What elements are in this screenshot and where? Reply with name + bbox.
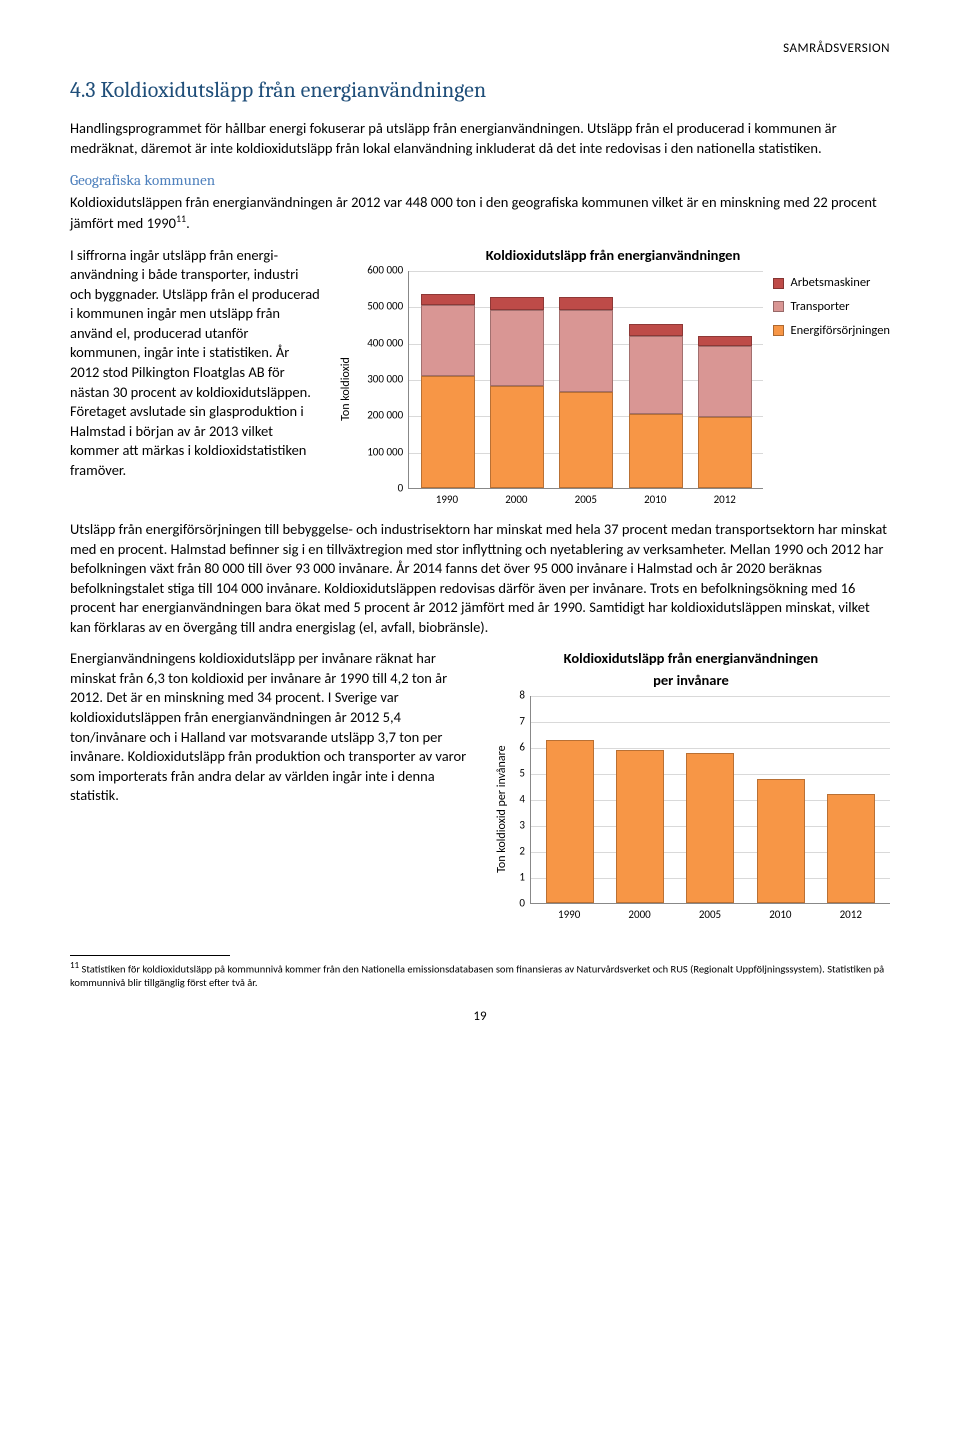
chart2-ytick: 0 <box>519 897 531 912</box>
legend-item: Arbetsmaskiner <box>773 271 890 295</box>
footnote-text: Statistiken för koldioxidutsläpp på komm… <box>70 963 884 990</box>
chart2-ytick: 2 <box>519 845 531 860</box>
legend-item: Energiförsörjningen <box>773 319 890 343</box>
chart1-ytick: 200 000 <box>367 409 409 424</box>
legend-swatch <box>773 278 784 289</box>
chart-stacked-emissions: Koldioxidutsläpp från energianvändningen… <box>336 246 890 508</box>
chart2-bar <box>827 794 875 903</box>
chart2-bar <box>686 753 734 904</box>
chart1-title: Koldioxidutsläpp från energianvändningen <box>336 246 890 266</box>
chart1-ylabel: Ton koldioxid <box>336 271 356 508</box>
chart2-bar <box>616 750 664 903</box>
chart2-plot-area: 012345678 <box>530 696 890 904</box>
chart1-xaxis: 1990 2000 2005 2010 2012 <box>408 489 763 508</box>
chart2-xaxis: 1990 2000 2005 2010 2012 <box>530 904 890 923</box>
chart1-plot-area: 0100 000200 000300 000400 000500 000600 … <box>408 271 763 489</box>
chart2-ytick: 1 <box>519 871 531 886</box>
intro-paragraph: Handlingsprogrammet för hållbar energi f… <box>70 119 890 158</box>
chart1-bar-segment <box>698 346 752 417</box>
chart2-title-line2: per invånare <box>492 671 890 691</box>
legend-label: Arbetsmaskiner <box>790 271 870 295</box>
chart2-xtick: 2000 <box>616 908 664 923</box>
chart1-ytick: 300 000 <box>367 373 409 388</box>
geo-paragraph: Koldioxidutsläppen från energianvändning… <box>70 193 890 234</box>
chart1-bar-segment <box>490 297 544 310</box>
section-heading: 4.3 Koldioxidutsläpp från energianvändni… <box>70 76 890 106</box>
chart1-ytick: 0 <box>398 482 410 497</box>
left-text-column: I siffrorna ingår utsläpp från energi­an… <box>70 246 320 481</box>
chart1-xtick: 2010 <box>628 493 682 508</box>
chart2-bar <box>546 740 594 904</box>
legend-label: Energiförsörjningen <box>790 319 890 343</box>
geo-text: Koldioxidutsläppen från energianvändning… <box>70 193 877 232</box>
chart1-bar-segment <box>629 324 683 336</box>
chart-per-capita: Koldioxidutsläpp från energianvändningen… <box>492 649 890 923</box>
chart2-ytick: 5 <box>519 767 531 782</box>
chart1-bar-segment <box>421 376 475 489</box>
chart1-ytick: 600 000 <box>367 264 409 279</box>
after-chart-paragraph: Utsläpp från energiförsörjningen till be… <box>70 520 890 637</box>
chart1-bar-segment <box>629 336 683 414</box>
chart2-ytick: 3 <box>519 819 531 834</box>
chart1-bar-segment <box>490 386 544 488</box>
chart1-ytick: 100 000 <box>367 445 409 460</box>
chart2-ylabel: Ton koldioxid per invånare <box>492 696 512 923</box>
legend-item: Transporter <box>773 295 890 319</box>
legend-swatch <box>773 325 784 336</box>
legend-swatch <box>773 301 784 312</box>
chart1-ytick: 500 000 <box>367 300 409 315</box>
header-version-label: SAMRÅDSVERSION <box>70 40 890 58</box>
chart1-bar-segment <box>559 310 613 392</box>
chart1-xtick: 2005 <box>559 493 613 508</box>
footnote-marker: 11 <box>70 960 79 971</box>
chart2-ytick: 4 <box>519 793 531 808</box>
chart2-ytick: 8 <box>519 689 531 704</box>
chart1-legend: ArbetsmaskinerTransporterEnergiförsörjni… <box>773 271 890 508</box>
chart2-xtick: 2005 <box>686 908 734 923</box>
chart1-xtick: 2000 <box>489 493 543 508</box>
footnote-rule <box>70 955 230 956</box>
chart1-bar-segment <box>698 336 752 347</box>
chart1-xtick: 1990 <box>420 493 474 508</box>
chart1-bar-segment <box>559 392 613 488</box>
chart1-bar-segment <box>698 417 752 488</box>
footnote-ref-11: 11 <box>176 212 186 225</box>
legend-label: Transporter <box>790 295 849 319</box>
chart2-bar <box>757 779 805 904</box>
chart2-xtick: 2012 <box>827 908 875 923</box>
chart2-ytick: 6 <box>519 741 531 756</box>
chart1-bar-segment <box>629 414 683 488</box>
chart2-title-line1: Koldioxidutsläpp från energianvändningen <box>492 649 890 669</box>
footnote-11: 11 Statistiken för koldioxidutsläpp på k… <box>70 960 890 990</box>
chart1-bar-segment <box>421 294 475 305</box>
chart1-bar-segment <box>490 310 544 386</box>
chart1-ytick: 400 000 <box>367 336 409 351</box>
chart1-bar-segment <box>421 305 475 376</box>
chart2-xtick: 1990 <box>545 908 593 923</box>
chart2-xtick: 2010 <box>756 908 804 923</box>
chart1-xtick: 2012 <box>698 493 752 508</box>
chart1-bar-segment <box>559 297 613 310</box>
chart2-ytick: 7 <box>519 715 531 730</box>
subheading-geo: Geografiska kommunen <box>70 170 890 190</box>
page-number: 19 <box>70 1008 890 1026</box>
